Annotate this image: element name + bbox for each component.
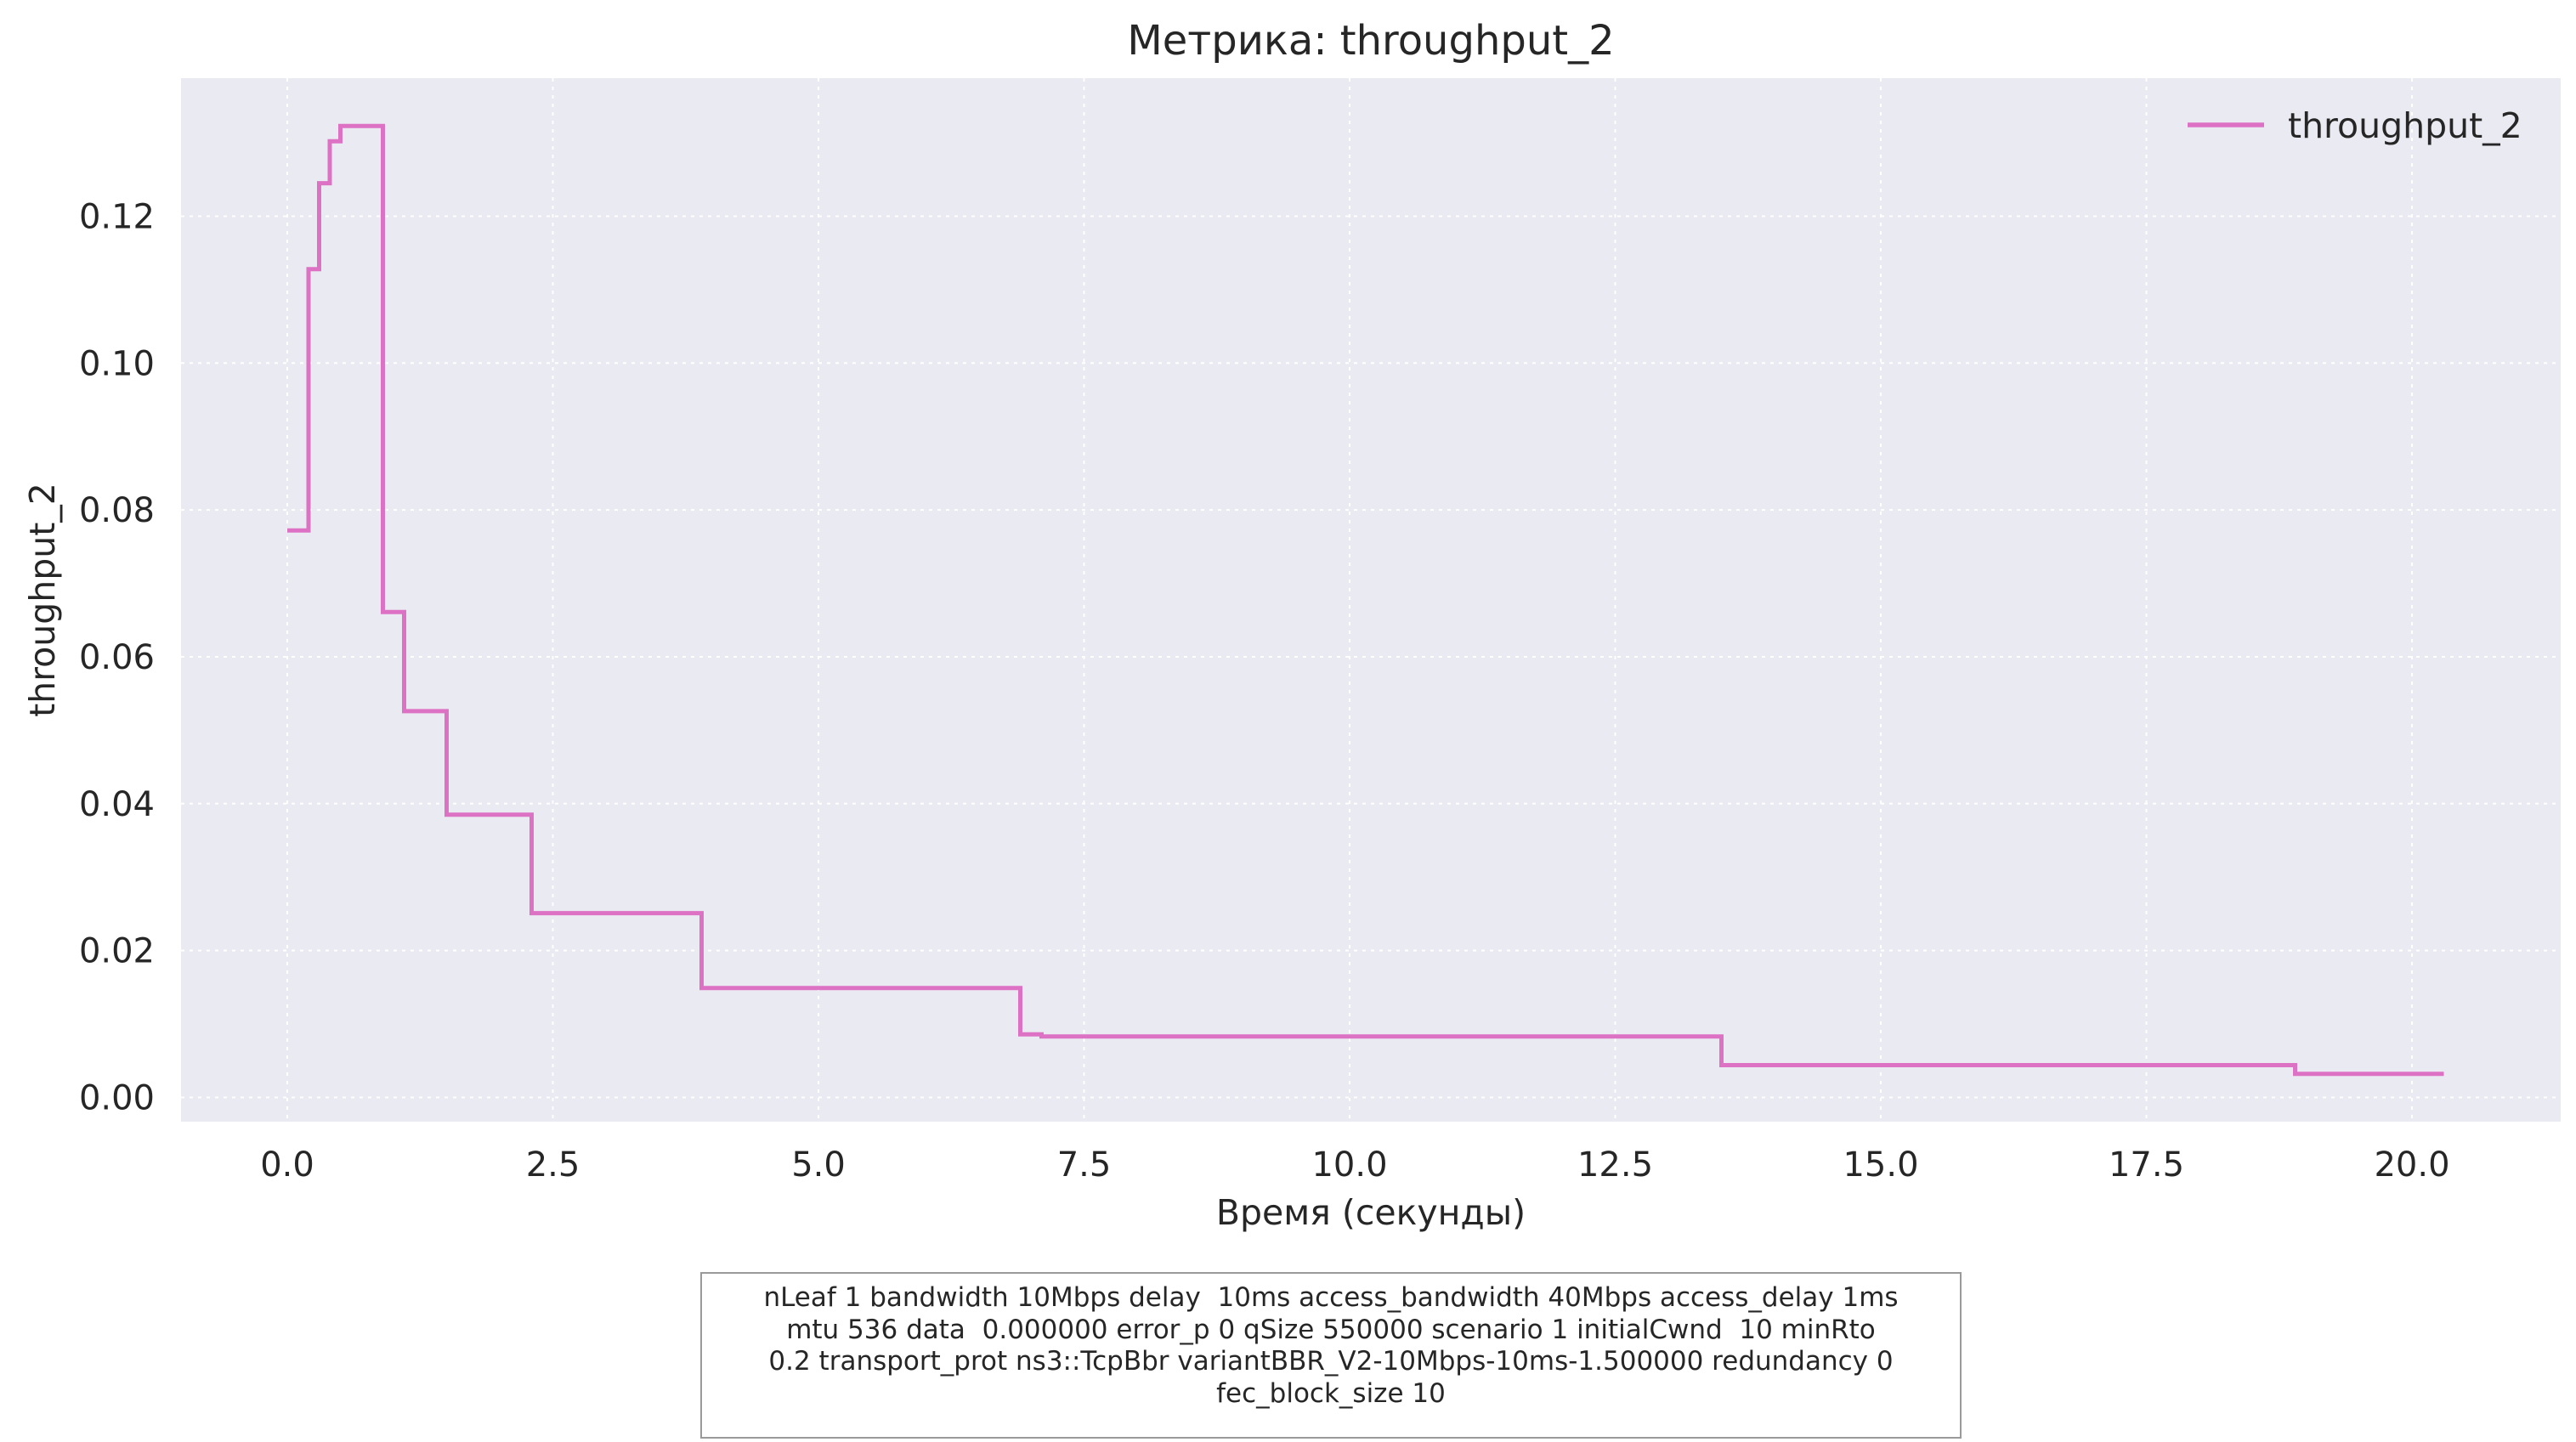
x-tick-label: 0.0 [260,1145,314,1185]
x-tick-label: 15.0 [1843,1145,1918,1185]
y-tick-label: 0.00 [79,1078,155,1117]
y-axis-ticks: 0.00 0.02 0.04 0.06 0.08 0.10 0.12 [79,197,155,1117]
x-tick-label: 17.5 [2109,1145,2184,1185]
caption-line: nLeaf 1 bandwidth 10Mbps delay 10ms acce… [763,1282,1899,1313]
y-axis-label: throughput_2 [22,483,63,717]
x-axis-ticks: 0.0 2.5 5.0 7.5 10.0 12.5 15.0 17.5 20.0 [260,1145,2449,1185]
series-line [287,123,2444,1077]
y-tick-label: 0.06 [79,638,155,677]
x-tick-label: 5.0 [791,1145,846,1185]
plot-area [181,78,2561,1122]
x-tick-label: 10.0 [1311,1145,1387,1185]
y-tick-label: 0.10 [79,344,155,383]
caption-line: 0.2 transport_prot ns3::TcpBbr variantBB… [768,1346,1894,1377]
caption-line: fec_block_size 10 [1216,1377,1446,1409]
y-tick-label: 0.12 [79,197,155,236]
y-tick-label: 0.04 [79,785,155,824]
chart-title: Метрика: throughput_2 [1127,17,1614,65]
series-group [287,123,2444,1077]
x-tick-label: 12.5 [1577,1145,1653,1185]
grid-lines [181,78,2561,1122]
y-tick-label: 0.02 [79,932,155,971]
x-axis-label: Время (секунды) [1216,1192,1526,1233]
legend: throughput_2 [2188,105,2522,146]
caption-line: mtu 536 data 0.000000 error_p 0 qSize 55… [786,1314,1876,1345]
y-tick-label: 0.08 [79,491,155,530]
x-tick-label: 20.0 [2374,1145,2449,1185]
x-tick-label: 7.5 [1057,1145,1112,1185]
parameters-caption: nLeaf 1 bandwidth 10Mbps delay 10ms acce… [700,1272,1962,1439]
x-tick-label: 2.5 [526,1145,580,1185]
legend-label: throughput_2 [2288,105,2522,146]
